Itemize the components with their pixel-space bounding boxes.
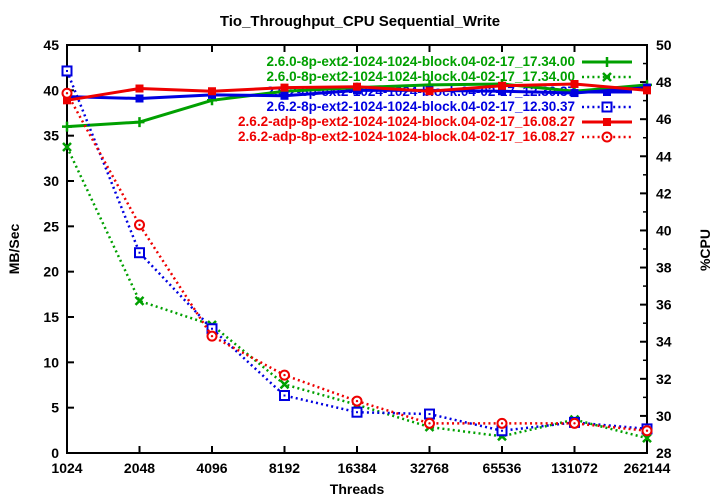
y-left-tick-label: 0 [51,445,59,461]
marker-center-dot [66,69,68,72]
series-4-point [498,81,506,90]
y-right-tick-label: 32 [656,371,672,387]
y-left-tick-label: 25 [43,218,59,234]
y-right-tick-label: 36 [656,297,672,313]
x-tick-label: 2048 [124,460,155,476]
x-tick-label: 1024 [51,460,82,476]
series-4-point [63,96,71,105]
series-4-point [570,79,579,88]
series-2-point [280,91,289,100]
x-tick-label: 16384 [338,460,377,476]
y-right-tick-label: 30 [656,408,672,424]
y-right-tick-label: 42 [656,185,672,201]
y-left-tick-label: 20 [43,264,59,280]
marker-center-dot [283,394,286,397]
series-0-point [62,121,72,132]
y-left-tick-label: 5 [51,400,59,416]
marker-center-dot [210,334,214,338]
series-4-point [135,84,144,93]
y-right-tick-label: 48 [656,74,672,90]
y-axis-label-left: MB/Sec [6,223,22,275]
x-tick-label: 8192 [269,460,300,476]
series-2-point [498,87,506,96]
series-line-1 [65,146,648,440]
marker-center-dot [645,429,649,432]
marker-center-dot [355,399,359,403]
legend-sample-marker-0 [602,57,612,67]
series-4-point [425,87,434,96]
y-right-tick-label: 50 [656,37,672,53]
y-left-tick-label: 45 [43,37,59,53]
legend-label-4: 2.6.2-adp-8p-ext2-1024-1024-block.04-02-… [238,114,575,129]
marker-center-dot [428,422,431,425]
marker-center-dot [501,429,503,432]
series-4-point [208,87,216,96]
marker-center-dot [65,92,69,95]
legend-label-0: 2.6.0-8p-ext2-1024-1024-block.04-02-17_1… [266,54,575,69]
y-left-tick-label: 30 [43,173,59,189]
y-axis-label-right: %CPU [697,229,713,272]
legend-sample-marker-1 [602,72,612,82]
y-left-tick-label: 15 [43,309,59,325]
legend-label-1: 2.6.0-8p-ext2-1024-1024-block.04-02-17_1… [266,69,575,84]
series-4-point [280,83,289,92]
series-1-point [134,296,145,306]
y-right-tick-label: 38 [656,260,672,276]
series-line-5 [65,92,648,432]
y-left-tick-label: 35 [43,128,59,144]
x-tick-label: 4096 [196,460,227,476]
marker-center-dot [573,422,576,425]
x-tick-label: 32768 [410,460,449,476]
series-4-point [353,82,361,91]
marker-center-dot [428,413,431,416]
series-1-point [62,142,72,152]
y-right-tick-label: 40 [656,222,672,238]
x-tick-label: 65536 [483,460,522,476]
series-2-point [135,94,144,103]
marker-center-dot [211,327,213,330]
marker-center-dot [138,251,141,254]
legend-sample-marker-4 [603,118,611,126]
y-right-tick-label: 28 [656,445,672,461]
marker-center-dot [500,422,504,425]
legend-label-3: 2.6.2-8p-ext2-1024-1024-block.04-02-17_1… [266,99,575,114]
y-right-tick-label: 34 [656,334,672,350]
series-2-point [570,89,579,98]
y-left-tick-label: 10 [43,354,59,370]
marker-center-dot [138,223,141,227]
x-tick-label: 262144 [624,460,671,476]
legend-label-5: 2.6.2-adp-8p-ext2-1024-1024-block.04-02-… [238,129,575,144]
marker-center-dot [606,106,608,108]
y-right-tick-label: 44 [656,148,672,164]
marker-center-dot [605,135,609,139]
marker-center-dot [356,411,358,414]
marker-center-dot [283,373,286,377]
y-right-tick-label: 46 [656,111,672,127]
series-4-point [643,86,651,95]
x-tick-label: 131072 [551,460,598,476]
series-0-point [134,117,145,128]
series-line-3 [65,70,648,432]
series-1-point [279,379,290,390]
y-left-tick-label: 40 [43,82,59,98]
x-axis-label: Threads [329,481,385,497]
chart-title: Tio_Throughput_CPU Sequential_Write [219,13,501,30]
